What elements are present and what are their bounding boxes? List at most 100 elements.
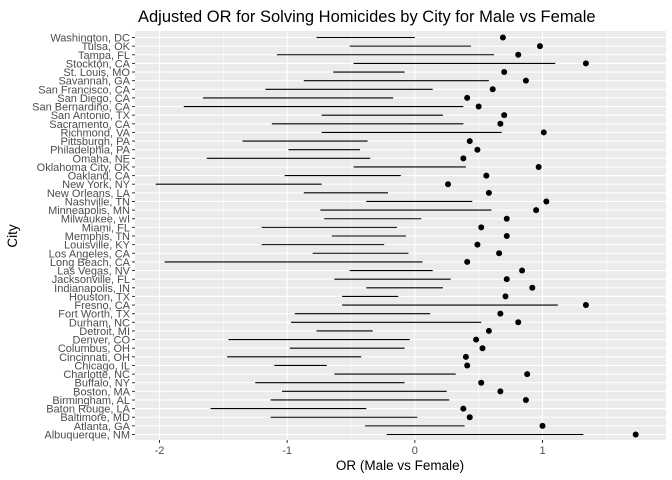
- or-point: [489, 86, 496, 93]
- y-tick-label: Washington, DC: [50, 33, 130, 45]
- y-tick-label: Indianapolis, IN: [54, 283, 130, 295]
- or-point: [479, 345, 486, 352]
- y-tick-label: San Antonio, TX: [51, 110, 131, 122]
- y-tick-label: Baltimore, MD: [60, 412, 130, 424]
- x-tick-label: 0: [412, 445, 418, 457]
- or-point: [533, 207, 540, 214]
- or-point: [501, 112, 508, 119]
- y-tick-label: Stockton, CA: [66, 58, 131, 70]
- y-tick-label: Oklahoma City, OK: [37, 162, 131, 174]
- or-point: [460, 405, 467, 412]
- or-point: [515, 51, 522, 58]
- y-tick-label: New Orleans, LA: [47, 188, 131, 200]
- y-tick-label: Miami, FL: [82, 222, 130, 234]
- or-point: [632, 431, 639, 438]
- y-tick-label: Birmingham, AL: [52, 395, 130, 407]
- or-point: [478, 224, 485, 231]
- or-point: [540, 129, 547, 136]
- or-point: [515, 319, 522, 326]
- y-tick-label: Chicago, IL: [74, 360, 130, 372]
- y-tick-label: Boston, MA: [73, 386, 131, 398]
- or-point: [483, 172, 490, 179]
- y-tick-label: Milwaukee, wI: [61, 214, 130, 226]
- y-tick-label: Detroit, MI: [79, 326, 130, 338]
- or-point: [464, 94, 471, 101]
- or-point: [539, 422, 546, 429]
- y-tick-label: Memphis, TN: [65, 231, 130, 243]
- y-tick-label: Jacksonville, FL: [52, 274, 130, 286]
- or-point: [502, 293, 509, 300]
- y-tick-label: Sacramento, CA: [49, 119, 130, 131]
- or-point: [497, 388, 504, 395]
- or-point: [582, 302, 589, 309]
- y-tick-label: Atlanta, GA: [74, 421, 131, 433]
- y-tick-label: New York, NY: [62, 179, 131, 191]
- y-tick-label: Louisville, KY: [64, 240, 131, 252]
- y-tick-label: Fresno, CA: [74, 300, 130, 312]
- or-point: [473, 336, 480, 343]
- y-tick-label: San Francisco, CA: [38, 84, 130, 96]
- y-tick-label: St. Louis, MO: [63, 67, 130, 79]
- y-tick-label: Albuquerque, NM: [44, 430, 130, 442]
- or-point: [462, 353, 469, 360]
- or-point: [497, 120, 504, 127]
- or-point: [519, 267, 526, 274]
- y-tick-label: Fort Worth, TX: [58, 309, 130, 321]
- y-tick-label: Baton Rouge, LA: [46, 404, 130, 416]
- y-tick-label: Long Beach, CA: [50, 257, 131, 269]
- or-point: [496, 250, 503, 257]
- or-point: [466, 414, 473, 421]
- or-point: [478, 379, 485, 386]
- or-point: [485, 327, 492, 334]
- y-tick-label: Cincinnati, OH: [59, 352, 130, 364]
- or-point: [475, 103, 482, 110]
- or-point: [445, 181, 452, 188]
- or-point: [582, 60, 589, 67]
- x-tick-label: -1: [282, 445, 292, 457]
- y-axis-label: City: [5, 224, 20, 247]
- y-tick-label: San Diego, CA: [57, 93, 130, 105]
- x-tick-label: 1: [539, 445, 545, 457]
- chart-title: Adjusted OR for Solving Homicides by Cit…: [138, 8, 596, 26]
- or-point: [524, 371, 531, 378]
- y-tick-label: Minneapolis, MN: [48, 205, 130, 217]
- y-tick-label: Richmond, VA: [61, 127, 131, 139]
- y-tick-label: Houston, TX: [69, 291, 131, 303]
- y-tick-label: Nashville, TN: [65, 196, 130, 208]
- y-tick-label: Tampa, FL: [78, 50, 130, 62]
- or-point: [529, 284, 536, 291]
- y-tick-label: Columbus, OH: [58, 343, 130, 355]
- or-point: [535, 163, 542, 170]
- or-point: [474, 146, 481, 153]
- y-tick-label: Tulsa, OK: [82, 41, 131, 53]
- or-point: [503, 215, 510, 222]
- y-tick-label: Savannah, GA: [58, 76, 130, 88]
- or-point: [522, 396, 529, 403]
- y-tick-label: Denver, CO: [73, 335, 131, 347]
- y-tick-label: Omaha, NE: [73, 153, 130, 165]
- or-point: [503, 276, 510, 283]
- or-point: [522, 77, 529, 84]
- or-point: [497, 310, 504, 317]
- or-point: [460, 155, 467, 162]
- data-marks: [155, 34, 639, 438]
- or-point: [464, 258, 471, 265]
- y-tick-label: Oakland, CA: [68, 171, 131, 183]
- or-point: [464, 362, 471, 369]
- or-point: [543, 198, 550, 205]
- or-point: [474, 241, 481, 248]
- x-axis-label: OR (Male vs Female): [336, 458, 464, 473]
- or-point: [466, 138, 473, 145]
- or-point: [503, 233, 510, 239]
- or-point: [485, 189, 492, 196]
- or-point: [501, 69, 508, 76]
- y-tick-label: Las Vegas, NV: [57, 266, 130, 278]
- y-tick-label: Buffalo, NY: [75, 378, 131, 390]
- y-tick-label: San Bernardino, CA: [32, 102, 130, 114]
- y-tick-label: Pittsburgh, PA: [61, 136, 131, 148]
- x-tick-label: -2: [155, 445, 165, 457]
- y-tick-label: Los Angeles, CA: [49, 248, 131, 260]
- y-tick-label: Durham, NC: [69, 317, 130, 329]
